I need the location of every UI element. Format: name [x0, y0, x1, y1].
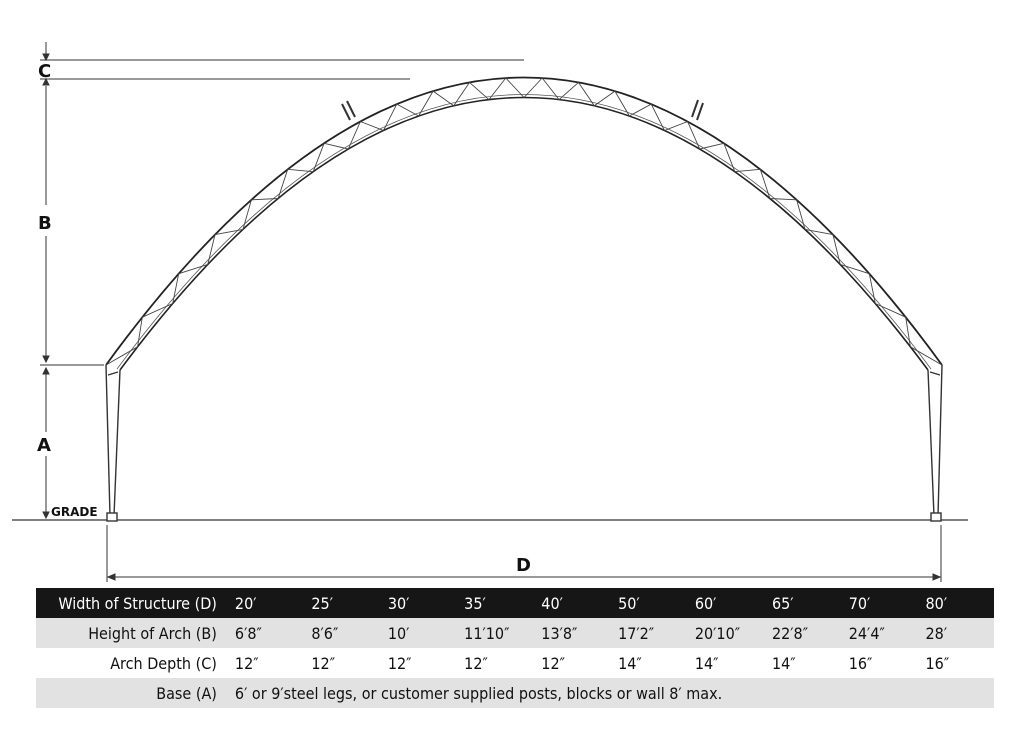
- right-leg: [927, 364, 943, 522]
- row-label: Base (A): [36, 678, 227, 708]
- table-cell: 80′: [917, 588, 994, 618]
- table-cell: 12″: [456, 648, 534, 678]
- row-label: Arch Depth (C): [36, 648, 227, 678]
- table-cell: 25′: [303, 588, 380, 618]
- table-cell: 12″: [303, 648, 380, 678]
- dimension-a: [42, 366, 50, 520]
- grade-label: GRADE: [51, 505, 98, 519]
- arch-truss-webbing: [105, 77, 943, 366]
- table-cell: 65′: [763, 588, 841, 618]
- dimension-a-label: A: [37, 435, 51, 456]
- dimension-d: [106, 525, 942, 582]
- table-cell: 14″: [686, 648, 764, 678]
- table-cell: 12″: [226, 648, 304, 678]
- table-cell: 28′: [917, 618, 994, 648]
- dimension-c-label: C: [38, 61, 51, 82]
- table-cell: 10′: [379, 618, 457, 648]
- row-label: Height of Arch (B): [36, 618, 227, 648]
- dimension-d-label: D: [516, 555, 531, 576]
- specifications-table: Width of Structure (D) 20′ 25′ 30′ 35′ 40′ 50′…: [36, 588, 994, 708]
- table-cell: 24′4″: [840, 618, 918, 648]
- table-row-base: Base (A) 6′ or 9′steel legs, or customer …: [36, 678, 994, 708]
- table-cell: 40′: [533, 588, 611, 618]
- table-cell: 13′8″: [533, 618, 611, 648]
- dimension-c: [40, 42, 524, 86]
- table-cell: 50′: [610, 588, 687, 618]
- dimension-b-label: B: [38, 213, 52, 234]
- table-cell: 20′10″: [686, 618, 764, 648]
- left-leg: [105, 364, 121, 522]
- base-description: 6′ or 9′steel legs, or customer supplied…: [226, 678, 994, 708]
- table-cell: 16″: [917, 648, 994, 678]
- arch-outer-chord: [105, 76, 943, 366]
- table-cell: 12″: [379, 648, 457, 678]
- table-cell: 8′6″: [303, 618, 380, 648]
- arch-inner-chord-2: [116, 94, 932, 370]
- table-row: Arch Depth (C) 12″ 12″ 12″ 12″ 12″ 14″ 14″ 14″ 16…: [36, 648, 994, 678]
- table-row: Height of Arch (B) 6′8″ 8′6″ 10′ 11′10″ 13′8″…: [36, 618, 994, 648]
- table-cell: 20′: [226, 588, 304, 618]
- table-cell: 17′2″: [610, 618, 687, 648]
- table-cell: 14″: [610, 648, 687, 678]
- table-cell: 11′10″: [456, 618, 534, 648]
- table-cell: 35′: [456, 588, 534, 618]
- table-cell: 30′: [379, 588, 457, 618]
- table-cell: 70′: [840, 588, 918, 618]
- table-cell: 14″: [763, 648, 841, 678]
- table-cell: 12″: [533, 648, 611, 678]
- table-cell: 6′8″: [226, 618, 304, 648]
- table-cell: 22′8″: [763, 618, 841, 648]
- table-cell: 16″: [840, 648, 918, 678]
- row-label: Width of Structure (D): [36, 588, 227, 618]
- table-cell: 60′: [686, 588, 764, 618]
- arch-structure-diagram: C B A GRADE D: [12, 42, 968, 582]
- dimension-b: [40, 86, 104, 366]
- arch-splice-left: [341, 100, 356, 121]
- table-row: Width of Structure (D) 20′ 25′ 30′ 35′ 40′ 50′…: [36, 588, 994, 618]
- arch-inner-chord: [119, 96, 929, 371]
- arch-splice-right: [691, 99, 704, 121]
